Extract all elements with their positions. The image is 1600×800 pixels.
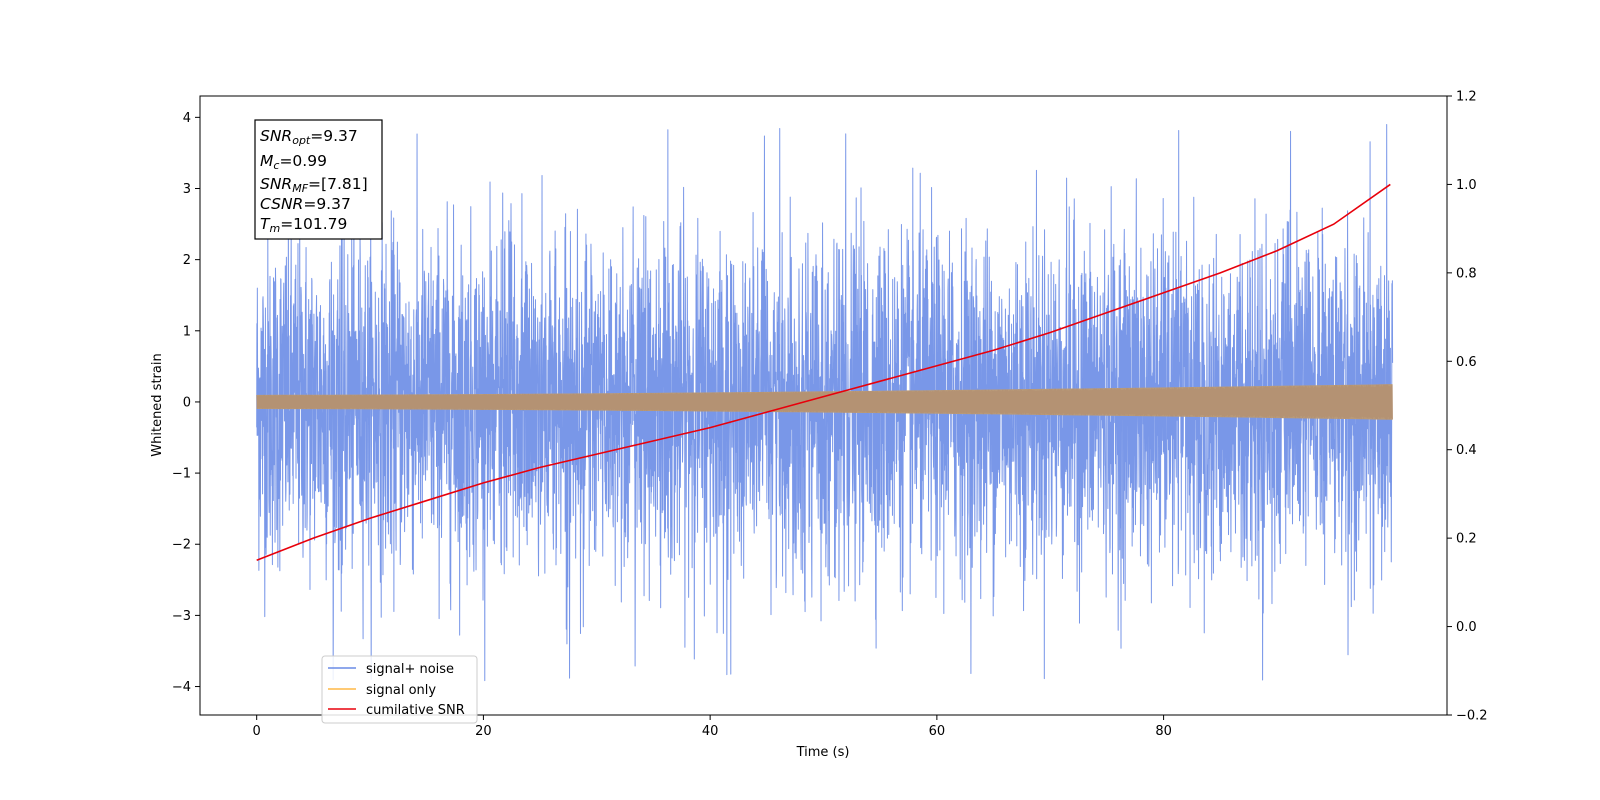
y2-tick-label: 0.0	[1456, 620, 1477, 635]
y2-tick-label: 1.0	[1456, 178, 1477, 193]
y-tick-label: 3	[183, 182, 191, 197]
y-axis-left: 4 3 2 1 0 −1 −2 −3 −4	[172, 111, 200, 695]
y-tick-label: 1	[183, 324, 191, 339]
signal-only-series	[256, 384, 1393, 420]
cumilative-snr-line	[256, 183, 1391, 561]
y2-tick-label: 0.4	[1456, 443, 1477, 458]
x-tick-label: 40	[702, 724, 719, 739]
annotation-tm: Tm=101.79	[260, 215, 347, 235]
x-tick-label: 0	[253, 724, 261, 739]
annotation-csnr: CSNR=9.37	[260, 195, 351, 213]
y-tick-label: −1	[172, 467, 191, 482]
x-tick-label: 80	[1155, 724, 1172, 739]
legend-label-signal-plus-noise: signal+ noise	[366, 662, 454, 677]
y-tick-label: −4	[172, 680, 191, 695]
x-axis-label: Time (s)	[796, 745, 850, 760]
y-tick-label: −3	[172, 609, 191, 624]
annotation-snr-opt: SNRopt=9.37	[260, 127, 358, 147]
annotation-box: SNRopt=9.37 Mc=0.99 SNRMF=[7.81] CSNR=9.…	[254, 119, 383, 240]
plot-frame	[199, 95, 1448, 716]
legend: signal+ noise signal only cumilative SNR	[321, 655, 478, 724]
y-tick-label: 2	[183, 253, 191, 268]
x-tick-label: 60	[929, 724, 946, 739]
y-tick-label: 0	[183, 395, 191, 410]
y2-tick-label: 0.6	[1456, 355, 1477, 370]
x-tick-label: 20	[475, 724, 492, 739]
y-tick-label: −2	[172, 538, 191, 553]
y2-tick-label: 0.8	[1456, 266, 1477, 281]
legend-label-cumilative-snr: cumilative SNR	[366, 703, 465, 718]
signal-only-line	[256, 384, 1393, 420]
annotation-mc: Mc=0.99	[260, 152, 327, 172]
y-axis-right: 1.2 1.0 0.8 0.6 0.4 0.2 0.0 −0.2	[1447, 90, 1488, 724]
y2-tick-label: −0.2	[1456, 709, 1488, 724]
x-axis: 0 20 40 60 80	[253, 715, 1172, 739]
y-axis-label: Whitened strain	[150, 353, 165, 456]
legend-label-signal-only: signal only	[366, 683, 436, 698]
annotation-snr-mf: SNRMF=[7.81]	[260, 175, 368, 195]
y2-tick-label: 1.2	[1456, 90, 1477, 105]
cumilative-snr-series	[256, 183, 1391, 561]
y-tick-label: 4	[183, 111, 191, 126]
y2-tick-label: 0.2	[1456, 532, 1477, 547]
